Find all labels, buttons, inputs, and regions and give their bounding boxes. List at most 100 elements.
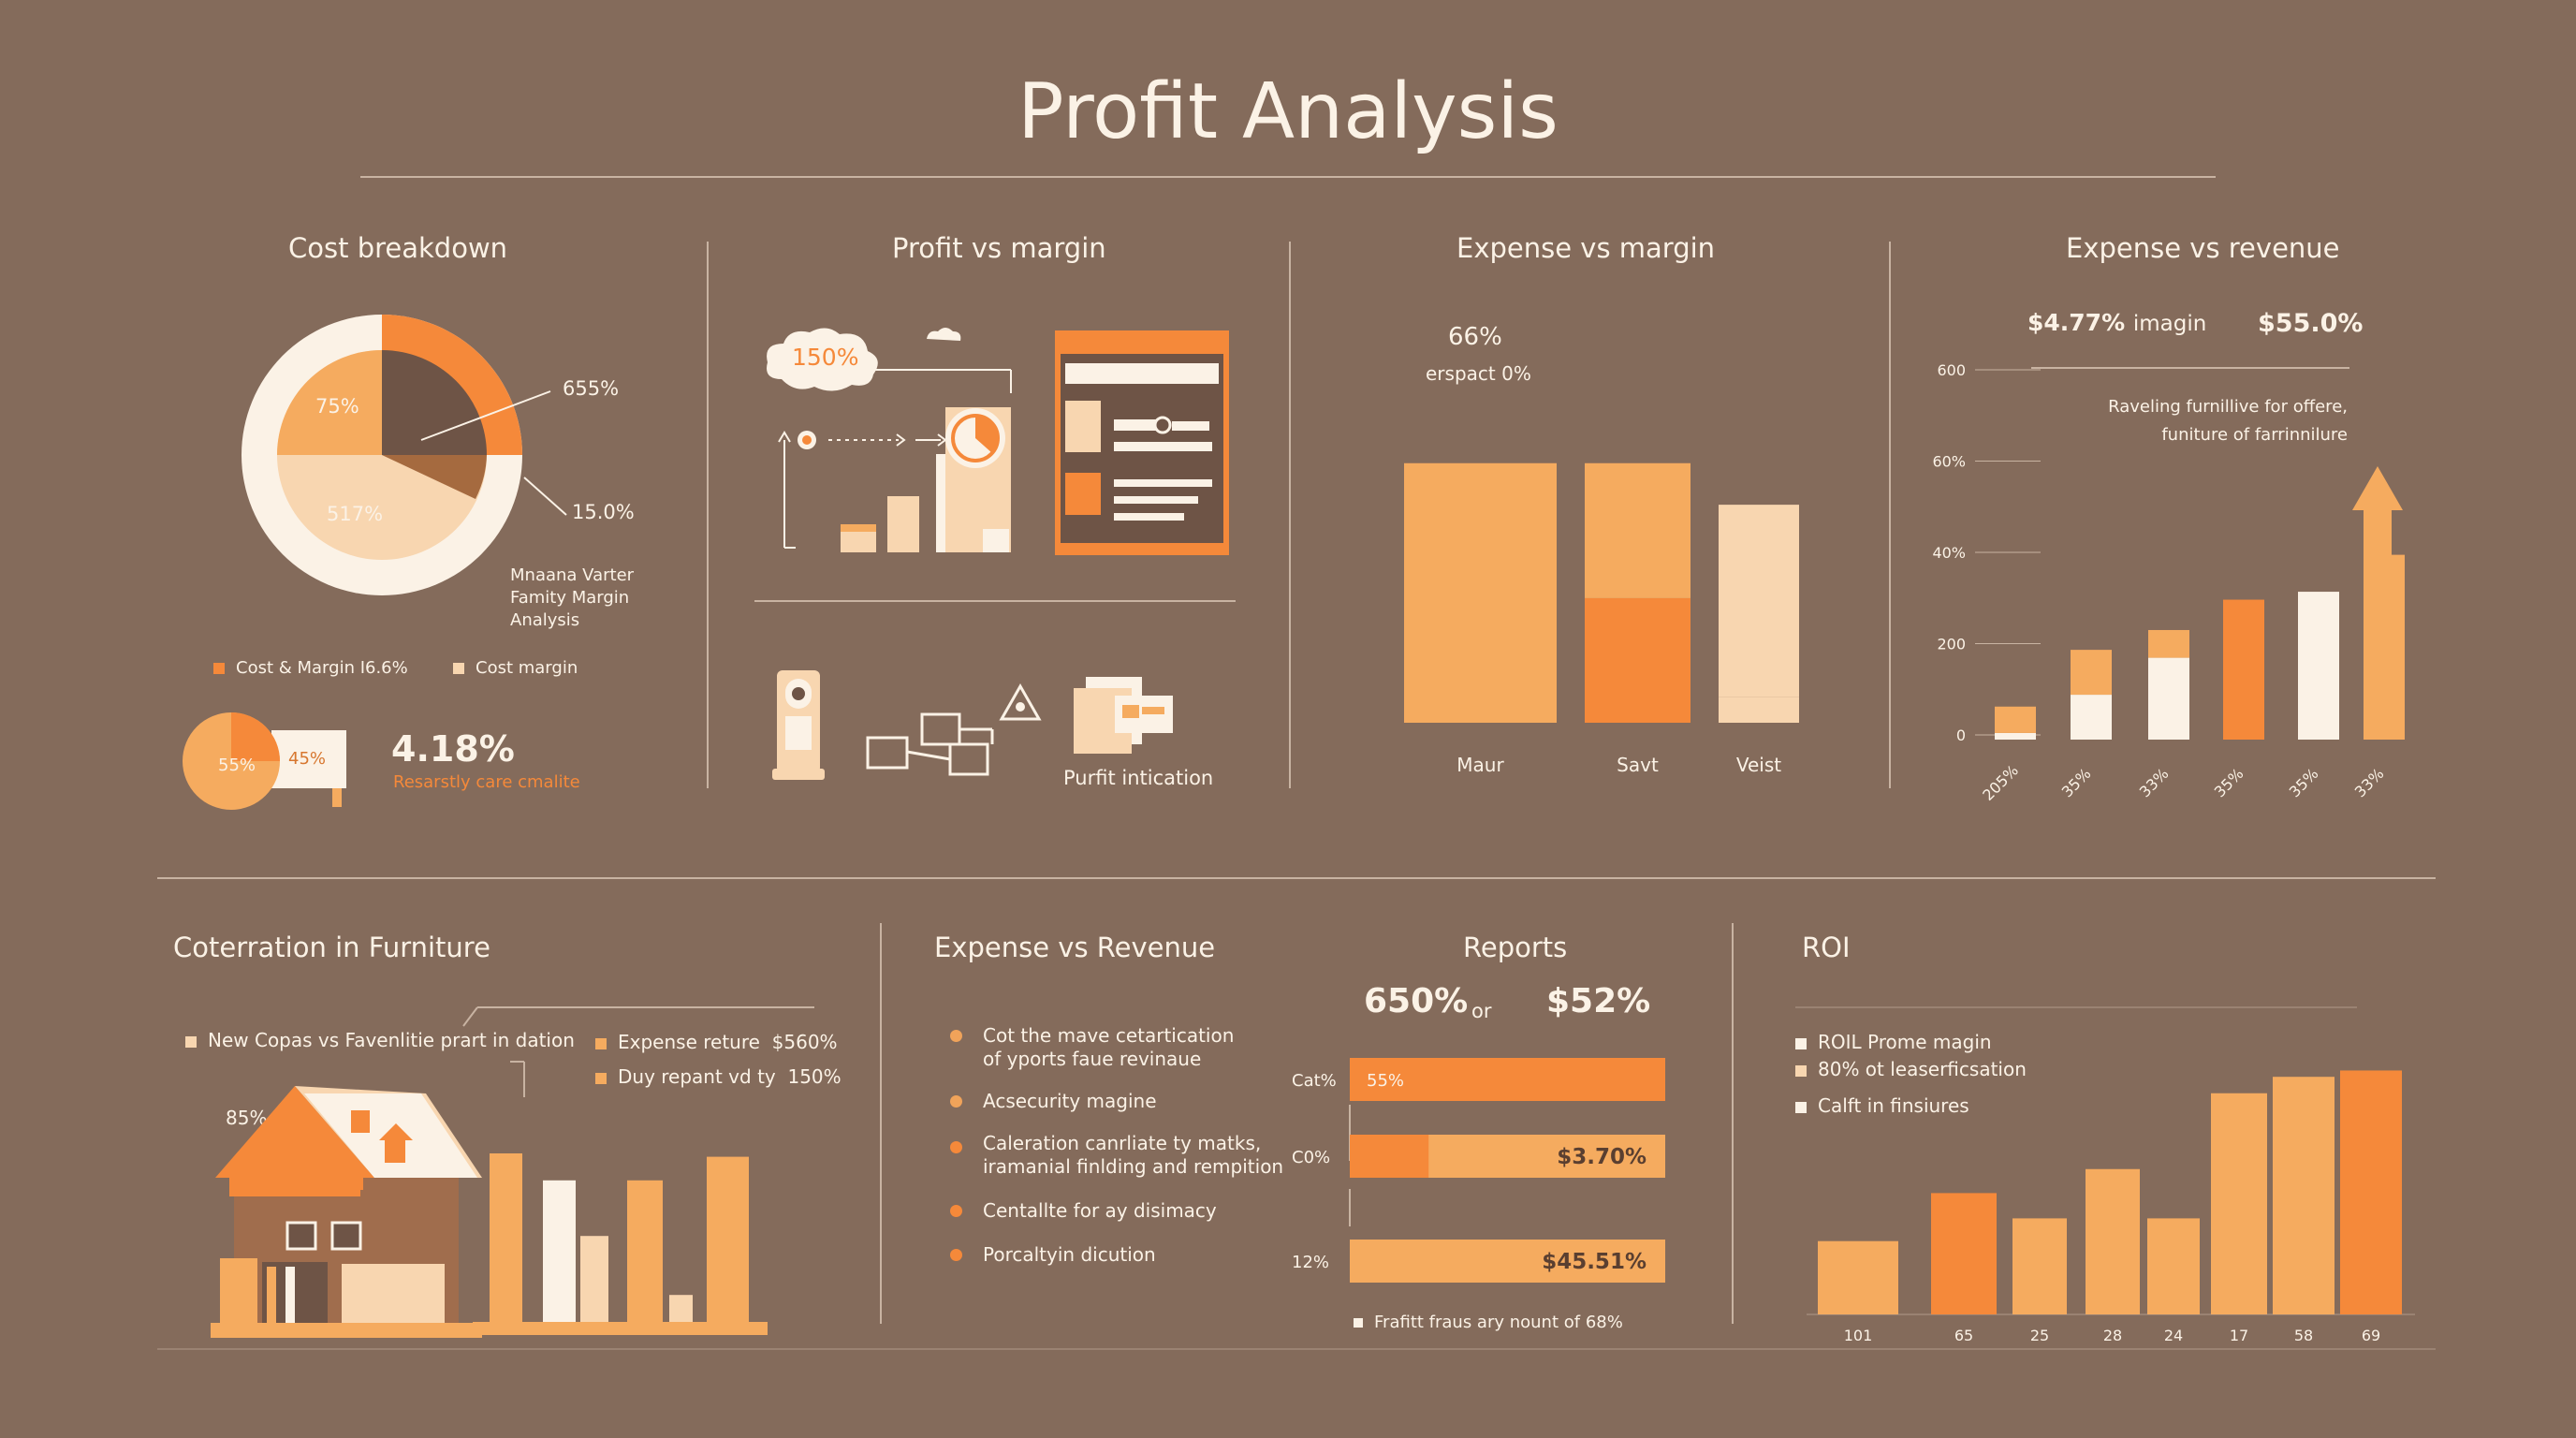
bar [543, 1180, 576, 1322]
x-tick-label: 33% [2351, 765, 2388, 801]
bar-label: $3.70% [1557, 1145, 1647, 1169]
legend-label: 80% ot leaserficsation [1818, 1058, 2027, 1080]
stat-value: $4.77% [2027, 309, 2126, 336]
reports-bar-chart: Cat% 55% C0% $3.70% 12% $45.51% [1292, 1058, 1665, 1283]
divider [1289, 242, 1291, 788]
expense-vs-revenue-chart: 600 60% 40% 200 0 205% 35% 33% 35% 35% 33% [1932, 361, 2405, 804]
pie-label-c: 517% [327, 503, 384, 525]
stat-label: imagin [2132, 312, 2207, 336]
cost-pie-chart [242, 315, 522, 595]
x-tick-label: 28 [2103, 1327, 2122, 1344]
bar [1350, 1240, 1665, 1283]
bullet-dot [950, 1141, 962, 1153]
x-tick-label: 101 [1844, 1327, 1873, 1344]
margin-value: 66% [1448, 323, 1502, 351]
leader-lines [462, 1006, 814, 1097]
bar-segment [1719, 697, 1799, 723]
roi-legend-item: 80% ot leaserficsation [1795, 1058, 2027, 1080]
bar-segment [2071, 650, 2112, 696]
section-divider [157, 877, 2436, 879]
bar [490, 1153, 522, 1322]
pie-label-a: 75% [315, 395, 359, 418]
list-line: Cot the mave cetartication [983, 1024, 1235, 1047]
small-pie-left-label: 55% [218, 756, 256, 775]
bottom-rule [157, 1348, 2436, 1350]
list-line: Porcaltyin dicution [983, 1243, 1156, 1266]
bar-label: 55% [1367, 1071, 1404, 1091]
x-tick-label: Maur [1456, 754, 1504, 776]
bar-segment [1404, 462, 1557, 723]
pie-note-line: Famity Margin [510, 588, 630, 608]
x-tick-label: 35% [2211, 765, 2247, 801]
pie-note-line: Analysis [510, 610, 580, 630]
legend-swatch [185, 1035, 197, 1048]
coterration-bar-chart [473, 1153, 768, 1335]
expense-vs-margin-chart: Maur Savt Veist [1404, 462, 1799, 776]
expense-vs-margin-title: Expense vs margin [1456, 232, 1716, 264]
panel-divider [754, 600, 1236, 602]
bullet-dot [950, 1205, 962, 1217]
divider [707, 242, 709, 788]
page-title: Profit Analysis [1017, 67, 1559, 156]
x-tick-label: 65 [1954, 1327, 1973, 1344]
legend-label: ROIL Prome magin [1818, 1031, 1992, 1053]
bullet-dot [950, 1249, 962, 1261]
house-label: 85% [226, 1107, 268, 1129]
x-tick-label: Veist [1736, 754, 1781, 776]
y-tick-label: 12% [1292, 1253, 1329, 1272]
bullet-dot [950, 1030, 962, 1042]
legend-label: Calft in finsiures [1818, 1094, 1969, 1117]
roi-legend-item: Calft in finsiures [1795, 1094, 1969, 1117]
x-tick-label: 33% [2136, 765, 2173, 801]
bubble-value: 150% [792, 344, 859, 371]
bar-segment [1719, 505, 1799, 697]
bar [2086, 1168, 2140, 1314]
x-tick-label: 24 [2164, 1327, 2183, 1344]
x-tick-label: 17 [2230, 1327, 2248, 1344]
legend-value: $560% [771, 1031, 838, 1053]
expense-vs-revenue-title: Expense vs revenue [2066, 232, 2340, 264]
profit-vs-margin-title: Profit vs margin [892, 232, 1106, 264]
bar [2211, 1093, 2267, 1314]
revenue-stat-2: $55.0% [2258, 309, 2364, 338]
stat-value: 4.18% [391, 728, 515, 770]
legend-label: New Copas vs Favenlitie prart in dation [208, 1029, 575, 1051]
y-tick-label: 40% [1932, 544, 1966, 562]
pie-note-line: Mnaana Varter [510, 565, 635, 585]
footnote-text: Frafitt fraus ary nount of 68% [1374, 1313, 1623, 1332]
bar [2273, 1077, 2334, 1314]
footnote-swatch [1354, 1318, 1363, 1328]
bar-segment [1995, 732, 2036, 740]
device-network-icons [772, 670, 1173, 780]
bar [580, 1236, 608, 1322]
legend-label: Cost margin [476, 658, 578, 678]
bar-segment [2298, 592, 2339, 740]
x-tick-label: 35% [2286, 765, 2322, 801]
y-tick-label: Cat% [1292, 1071, 1337, 1091]
margin-sublabel: erspact 0% [1426, 362, 1531, 385]
legend-value: 150% [787, 1065, 842, 1088]
list-item: Centallte for ay disimacy [950, 1199, 1217, 1223]
pie-note: Mnaana Varter Famity Margin Analysis [510, 565, 634, 632]
profit-illustration [778, 328, 1229, 555]
bar [2147, 1218, 2200, 1314]
reports-connector: or [1471, 1000, 1492, 1022]
y-tick-label: 60% [1932, 453, 1966, 471]
roi-title: ROI [1802, 932, 1851, 963]
y-tick-label: 600 [1937, 361, 1966, 379]
coterration-legend-item: Duy repant vd ty 150% [595, 1065, 842, 1088]
bullet-dot [950, 1095, 962, 1108]
legend-swatch [595, 1072, 607, 1084]
bar-segment [1350, 1058, 1665, 1101]
list-item: Caleration canrliate ty matks, iramanial… [950, 1132, 1283, 1179]
roi-rule [1795, 1006, 2357, 1008]
bar-segment [2223, 599, 2264, 740]
legend-swatch [595, 1037, 607, 1049]
stat-caption: Resarstly care cmalite [393, 772, 580, 792]
list-line: Caleration canrliate ty matks, [983, 1132, 1262, 1154]
pie-label-d: 15.0% [572, 501, 635, 523]
legend-swatch [1795, 1101, 1807, 1113]
x-tick-label: 25 [2030, 1327, 2049, 1344]
y-tick-label: C0% [1292, 1148, 1330, 1167]
